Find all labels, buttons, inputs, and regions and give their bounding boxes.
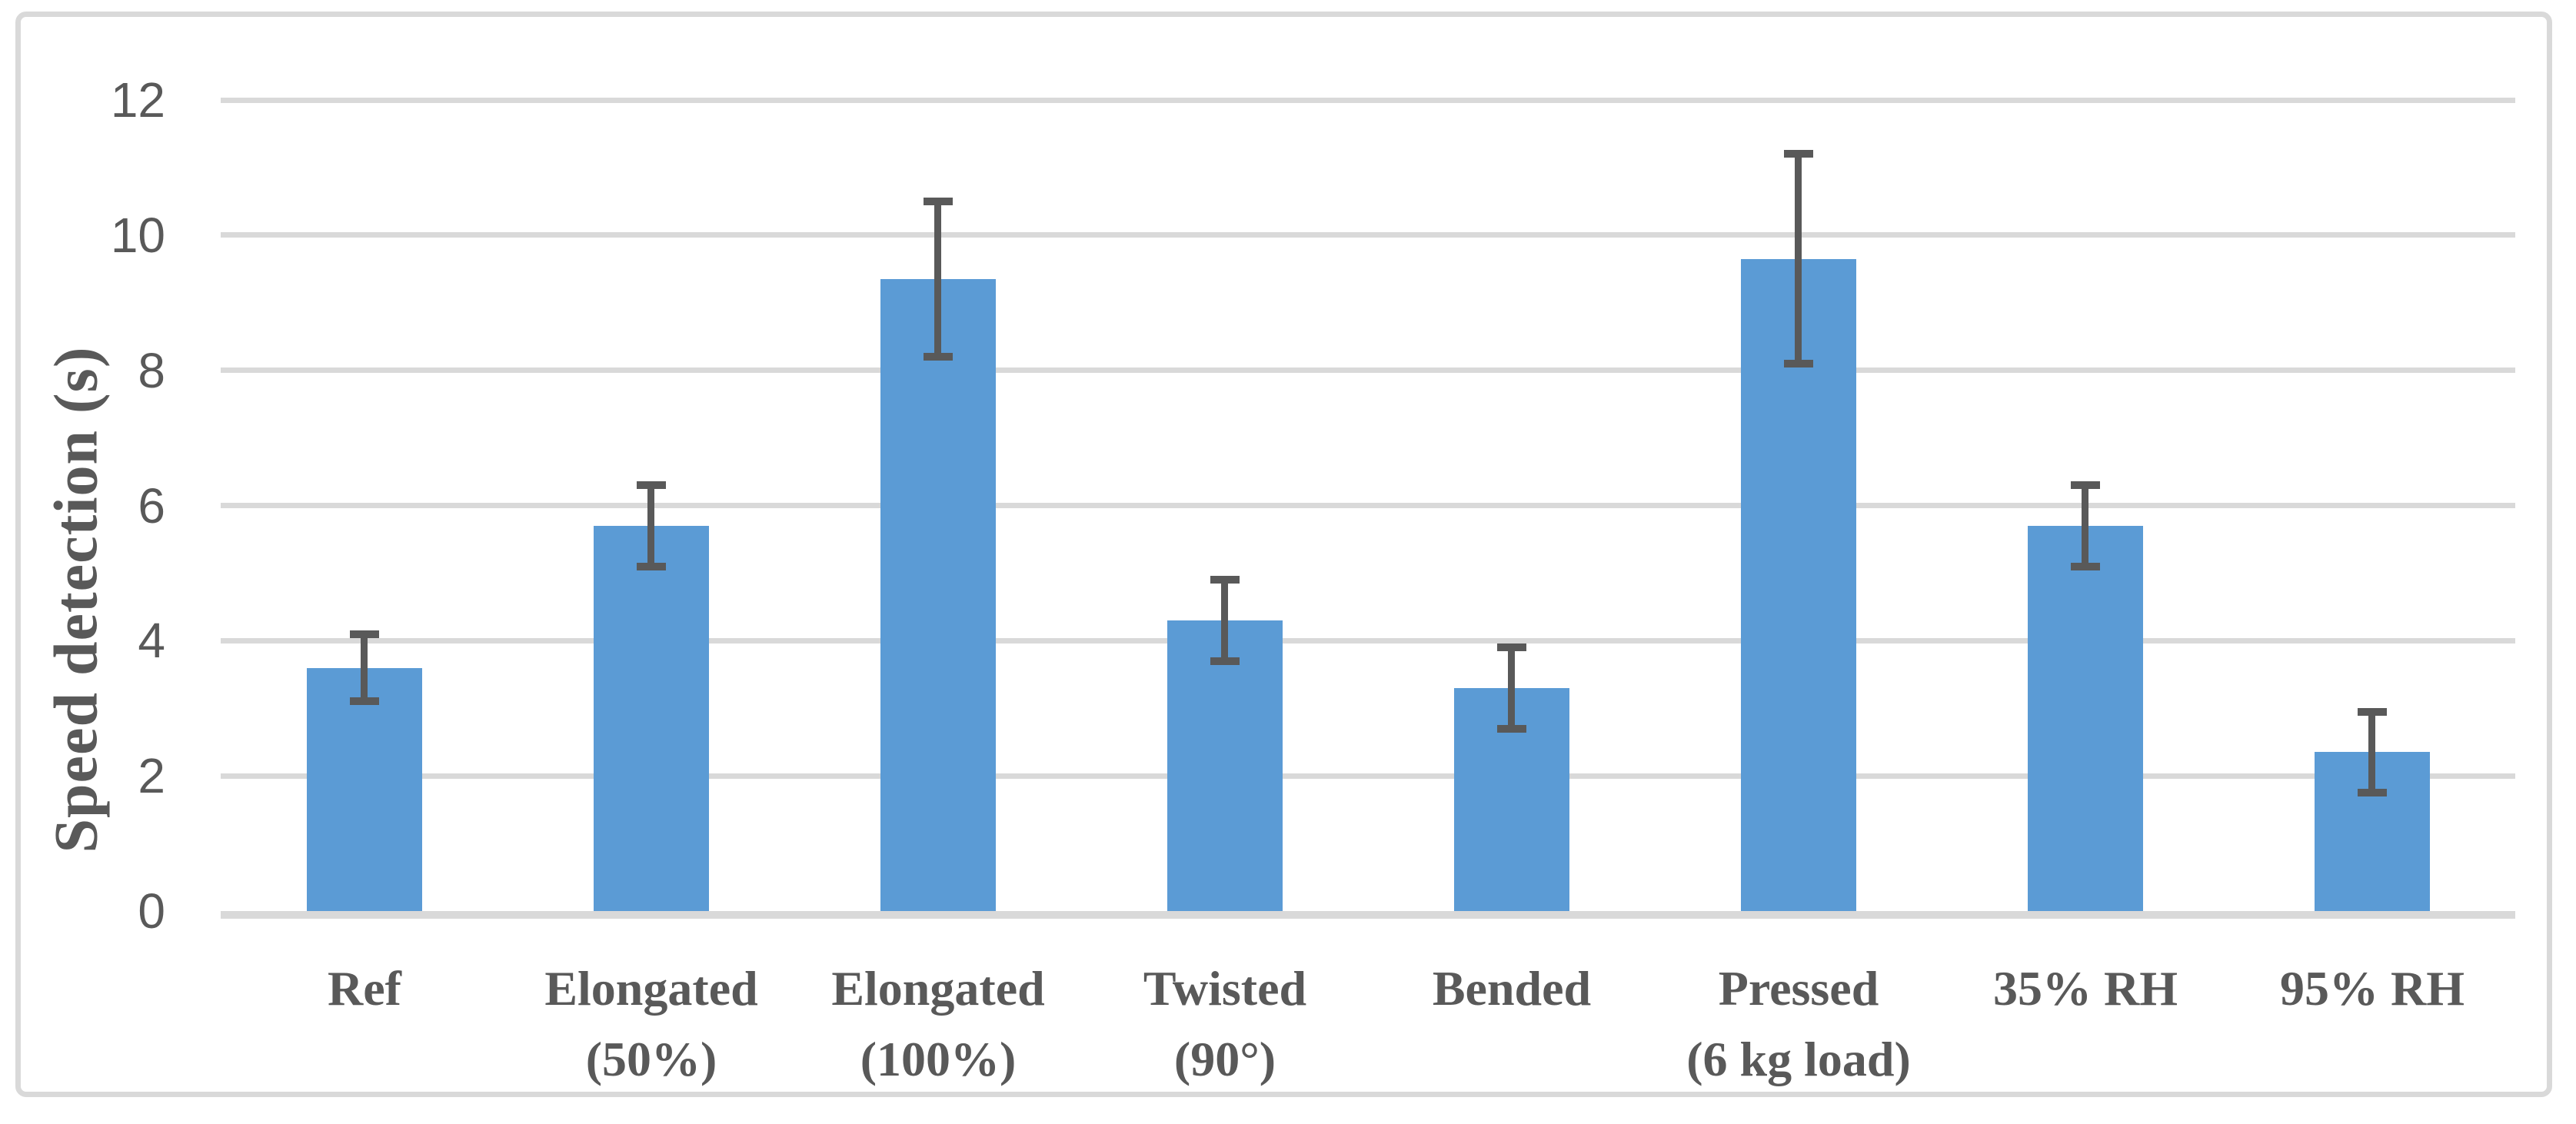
error-bar-top-cap	[349, 630, 379, 638]
error-bar-top-cap	[923, 197, 953, 205]
category-label-line: 35% RH	[1993, 961, 2178, 1016]
category-label: Elongated (50%)	[508, 953, 795, 1095]
y-tick-label: 4	[138, 613, 165, 669]
gridline	[221, 503, 2515, 508]
category-label-line: Bended	[1432, 961, 1592, 1016]
error-bar-line	[2082, 485, 2088, 567]
category-label: Twisted (90°)	[1081, 953, 1369, 1095]
error-bar-top-cap	[1210, 576, 1240, 584]
bar	[2027, 525, 2143, 911]
y-tick-label: 6	[138, 477, 165, 534]
category-label: Bended	[1368, 953, 1656, 1024]
error-bar-line	[647, 485, 654, 567]
figure-border	[15, 12, 2552, 1097]
error-bar-line	[1795, 154, 1802, 364]
error-bar-line	[934, 201, 941, 357]
gridline	[221, 367, 2515, 374]
error-bar-bottom-cap	[1210, 657, 1240, 665]
bar	[593, 525, 709, 911]
category-label: Ref	[221, 953, 508, 1024]
error-bar-top-cap	[1496, 643, 1526, 652]
category-label: Pressed (6 kg load)	[1655, 953, 1942, 1095]
category-label: 95% RH	[2228, 953, 2516, 1024]
bar	[1167, 620, 1283, 911]
category-label-line: (50%)	[585, 1032, 717, 1086]
category-label-line: Elongated	[831, 961, 1045, 1016]
category-label-line: Pressed	[1718, 961, 1879, 1016]
error-bar-top-cap	[636, 481, 666, 490]
error-bar-bottom-cap	[349, 697, 379, 706]
error-bar-top-cap	[2357, 707, 2387, 716]
error-bar-top-cap	[1783, 150, 1813, 158]
category-label-line: Elongated	[544, 961, 758, 1016]
bar	[306, 667, 422, 911]
error-bar-bottom-cap	[2070, 562, 2100, 570]
category-label: Elongated (100%)	[794, 953, 1082, 1095]
y-tick-label: 0	[138, 883, 165, 939]
category-label-line: (100%)	[860, 1032, 1017, 1086]
category-label: 35% RH	[1942, 953, 2229, 1024]
y-tick-label: 10	[110, 207, 165, 263]
error-bar-top-cap	[2070, 481, 2100, 490]
error-bar-line	[1508, 647, 1515, 729]
bar	[1740, 258, 1856, 911]
gridline	[221, 97, 2515, 103]
error-bar-line	[361, 633, 368, 702]
error-bar-bottom-cap	[1496, 724, 1526, 733]
error-bar-bottom-cap	[1783, 359, 1813, 367]
error-bar-line	[1221, 580, 1228, 661]
category-label-line: Twisted	[1143, 961, 1307, 1016]
y-tick-label: 8	[138, 342, 165, 398]
x-axis-line	[221, 911, 2515, 919]
category-label-line: 95% RH	[2280, 961, 2465, 1016]
error-bar-bottom-cap	[2357, 789, 2387, 797]
gridline	[221, 637, 2515, 643]
bar	[880, 278, 996, 911]
error-bar-bottom-cap	[636, 562, 666, 570]
category-label-line: (90°)	[1173, 1032, 1276, 1086]
gridline	[221, 232, 2515, 238]
gridline	[221, 773, 2515, 779]
category-label-line: (6 kg load)	[1686, 1032, 1911, 1086]
category-label-line: Ref	[328, 961, 401, 1016]
y-tick-label: 2	[138, 748, 165, 804]
y-tick-label: 12	[110, 72, 165, 128]
error-bar-line	[2368, 711, 2375, 793]
error-bar-bottom-cap	[923, 353, 953, 361]
